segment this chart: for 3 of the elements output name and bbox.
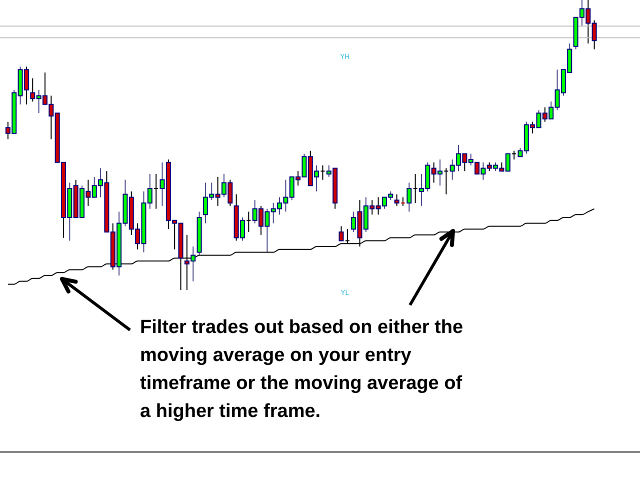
candlestick — [406, 182, 412, 212]
candlestick — [338, 226, 344, 242]
text: Filter trades out based on either the moving average on your entry timeframe or the moving average of a higher time frame. — [140, 317, 464, 422]
